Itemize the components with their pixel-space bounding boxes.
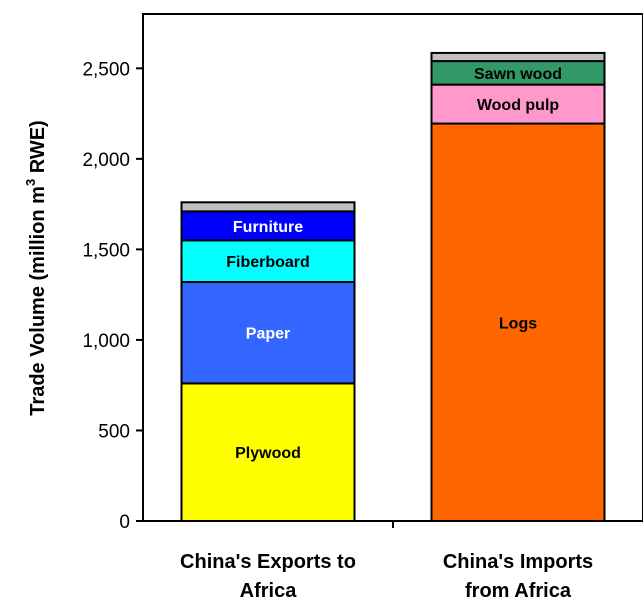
category-labels: China's Exports to Africa China's Imports f… — [180, 551, 593, 602]
category-label-line2: from Africa — [465, 580, 572, 602]
y-tick-label: 2,000 — [82, 150, 130, 171]
y-axis-title-main: Trade Volume (million m — [27, 186, 49, 416]
category-label-line1: China's Imports — [443, 551, 593, 573]
stacked-bar: Plywood Paper Fiberboard Furniture — [182, 202, 355, 521]
y-tick-label: 2,500 — [82, 59, 130, 80]
bar-segment — [432, 53, 605, 61]
bar-segment-label: Wood pulp — [477, 97, 560, 114]
y-tick-label: 0 — [119, 512, 130, 533]
category-label: China's Exports to Africa — [180, 551, 356, 602]
bar-segment-label: Sawn wood — [474, 66, 562, 83]
bar-segment-label: Plywood — [235, 445, 301, 462]
category-label-line1: China's Exports to — [180, 551, 356, 573]
y-axis-title-suffix: RWE) — [27, 120, 49, 179]
stacked-bar: Logs Wood pulp Sawn wood — [432, 53, 605, 521]
category-label: China's Imports from Africa — [443, 551, 593, 602]
bar-segment-label: Paper — [246, 326, 290, 343]
y-axis-title-superscript: 3 — [23, 179, 38, 186]
bar-segment-label: Logs — [499, 315, 537, 332]
bar-segment-label: Fiberboard — [226, 254, 310, 271]
category-label-line2: Africa — [240, 580, 298, 602]
bar-segment — [182, 202, 355, 211]
y-axis-title: Trade Volume (million m3 RWE) — [23, 120, 49, 415]
bars-group: Plywood Paper Fiberboard Furniture Logs Wood … — [182, 53, 605, 521]
y-tick-label: 1,000 — [82, 331, 130, 352]
bar-segment-label: Furniture — [233, 219, 303, 236]
y-tick-label: 500 — [98, 421, 130, 442]
y-tick-label: 1,500 — [82, 240, 130, 261]
